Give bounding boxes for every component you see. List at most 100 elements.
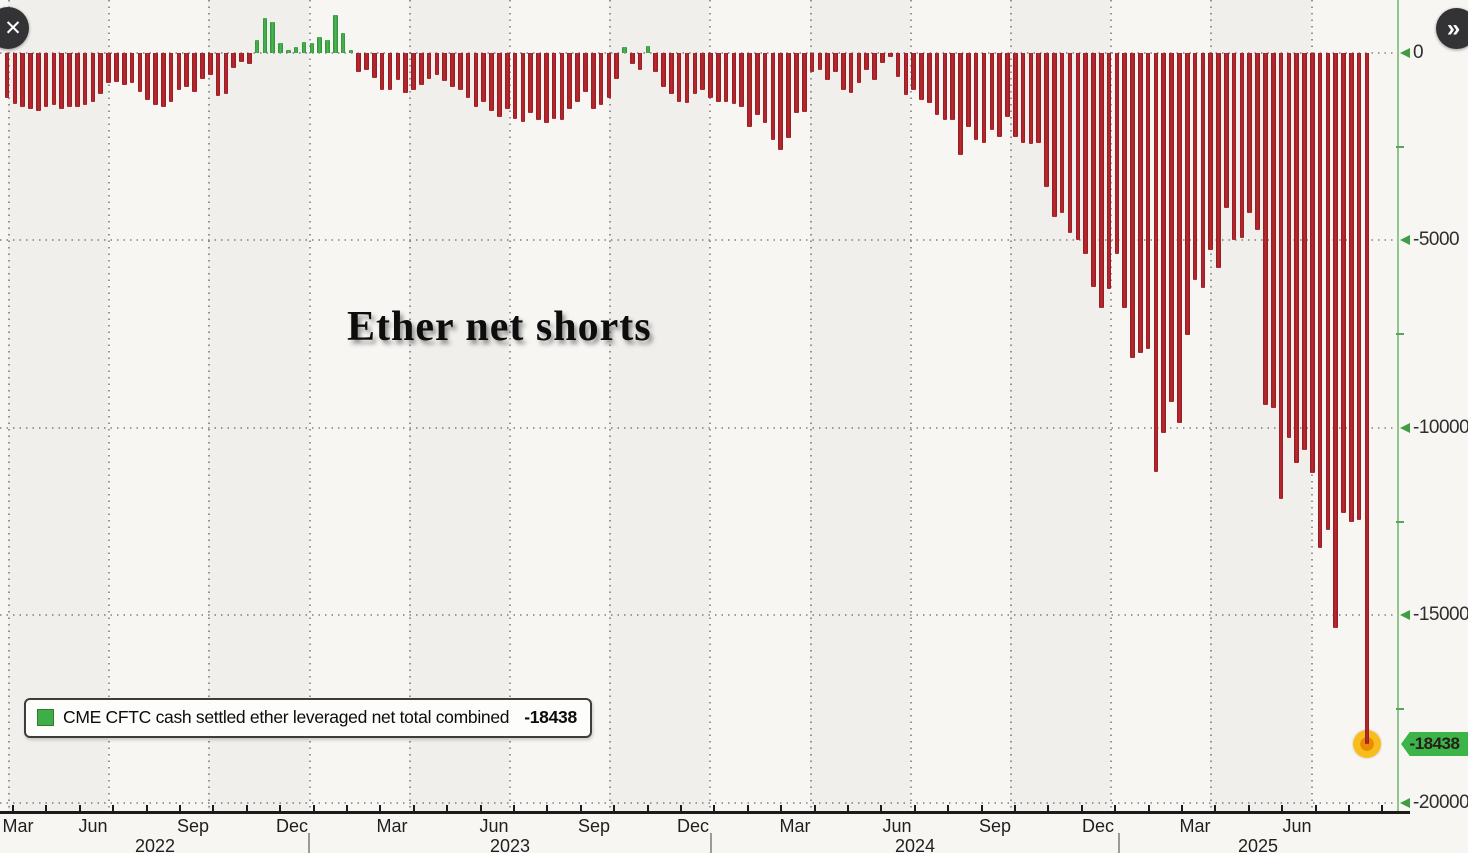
bar-negative: [137, 53, 143, 93]
y-tick-label: -15000: [1413, 604, 1468, 626]
y-tick-label: -10000: [1413, 416, 1468, 438]
bar-negative: [403, 53, 408, 94]
bar-negative: [106, 53, 111, 83]
bar-negative: [489, 53, 494, 112]
bar-positive: [645, 45, 651, 53]
x-month-tick: [546, 805, 549, 812]
bar-negative: [762, 53, 768, 124]
bar-negative: [1325, 53, 1331, 530]
bar-negative: [1239, 53, 1245, 238]
vertical-gridline: [308, 0, 311, 812]
bar-negative: [1012, 53, 1018, 137]
x-year-label: 2023: [489, 836, 531, 853]
bar-negative: [1270, 53, 1276, 408]
bar-negative: [684, 53, 690, 104]
bar-negative: [1106, 53, 1112, 290]
plot-quarter-band: [609, 0, 710, 812]
bar-negative: [1356, 53, 1362, 520]
forward-button[interactable]: »: [1436, 8, 1468, 49]
x-month-tick: [1281, 805, 1284, 812]
bar-negative: [1278, 53, 1284, 499]
bar-negative: [356, 53, 362, 72]
x-month-tick: [212, 805, 215, 812]
bar-negative: [989, 53, 995, 130]
bar-negative: [567, 53, 573, 110]
bar-negative: [1114, 53, 1120, 254]
bar-negative: [411, 53, 416, 91]
bar-negative: [1200, 53, 1206, 288]
x-month-tick: [880, 805, 883, 812]
bar-negative: [1317, 53, 1323, 548]
bar-negative: [20, 53, 25, 108]
x-month-tick: [813, 805, 816, 812]
x-month-tick: [12, 805, 14, 812]
bar-negative: [200, 53, 205, 80]
bar-negative: [614, 53, 619, 80]
bar-positive: [278, 42, 283, 53]
bar-positive: [270, 21, 276, 53]
x-month-label: Jun: [882, 816, 912, 836]
bar-positive: [348, 50, 354, 53]
x-month-tick: [513, 805, 515, 812]
x-month-label: Mar: [376, 816, 408, 836]
plot-quarter-band: [809, 0, 910, 812]
y-minor-tick: [1396, 145, 1404, 148]
bar-negative: [364, 53, 369, 70]
x-year-separator: [308, 833, 310, 853]
bar-negative: [1177, 53, 1182, 423]
x-month-label: Mar: [2, 816, 34, 836]
bar-negative: [864, 53, 870, 70]
bar-negative: [43, 53, 49, 108]
x-year-label: 2022: [134, 836, 176, 853]
x-month-tick: [1214, 805, 1217, 812]
bar-negative: [825, 53, 830, 80]
bar-negative: [1044, 53, 1049, 187]
x-month-tick: [746, 805, 749, 812]
bar-negative: [739, 53, 744, 108]
bar-negative: [1255, 53, 1260, 230]
x-month-tick: [412, 805, 415, 812]
bar-negative: [1349, 53, 1354, 522]
bar-negative: [239, 53, 244, 63]
bar-negative: [786, 53, 791, 139]
vertical-gridline: [408, 0, 411, 812]
x-month-tick: [980, 805, 983, 812]
close-button[interactable]: ✕: [0, 7, 29, 49]
x-month-tick: [279, 805, 282, 812]
vertical-gridline: [208, 0, 211, 812]
bar-negative: [723, 53, 729, 102]
bar-negative: [395, 53, 401, 80]
horizontal-gridline: [0, 614, 1398, 617]
bar-negative: [168, 53, 174, 102]
x-month-label: Dec: [1081, 816, 1115, 836]
vertical-gridline: [1210, 0, 1213, 812]
legend[interactable]: CME CFTC cash settled ether leveraged ne…: [24, 698, 592, 738]
bar-negative: [90, 53, 96, 102]
x-month-tick: [346, 805, 348, 812]
bar-negative: [246, 53, 252, 65]
bar-negative: [1224, 53, 1229, 208]
bar-negative: [1052, 53, 1057, 217]
bar-negative: [583, 53, 588, 93]
y-tick-arrow-icon: [1400, 610, 1410, 621]
bar-negative: [28, 53, 33, 110]
bar-negative: [1247, 53, 1253, 214]
x-month-label: Dec: [275, 816, 309, 836]
bar-negative: [661, 53, 666, 87]
bar-negative: [176, 53, 182, 91]
x-year-separator: [710, 833, 712, 853]
legend-swatch-icon: [37, 709, 54, 726]
bar-negative: [973, 53, 979, 140]
vertical-gridline: [1110, 0, 1113, 812]
plot-quarter-band: [8, 0, 109, 812]
bar-negative: [1130, 53, 1135, 359]
x-month-tick: [179, 805, 181, 812]
x-month-tick: [1114, 805, 1117, 812]
x-month-label: Mar: [779, 816, 811, 836]
x-month-tick: [713, 805, 716, 812]
bar-negative: [1153, 53, 1159, 472]
y-tick-arrow-icon: [1400, 422, 1410, 433]
bar-negative: [497, 53, 502, 117]
bar-negative: [59, 53, 64, 110]
